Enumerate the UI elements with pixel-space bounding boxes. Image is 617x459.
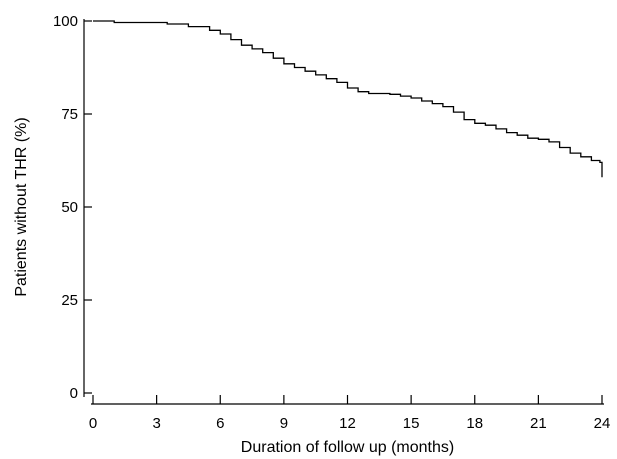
chart-marks [93, 20, 603, 178]
x-axis-title: Duration of follow up (months) [241, 439, 454, 456]
y-tick-label: 75 [61, 106, 78, 123]
x-tick-label: 21 [530, 415, 547, 432]
x-tick-label: 9 [280, 415, 288, 432]
x-tick-label: 12 [339, 415, 356, 432]
x-tick-label: 6 [216, 415, 224, 432]
axes: 0 25 50 75 100 0 3 6 9 12 15 18 21 24 [53, 13, 610, 432]
x-tick-label: 3 [152, 415, 160, 432]
x-tick-label: 18 [466, 415, 483, 432]
y-tick-label: 100 [53, 13, 78, 30]
y-axis-title: Patients without THR (%) [13, 117, 30, 296]
y-tick-label: 25 [61, 292, 78, 309]
survival-curve [93, 20, 603, 178]
x-tick-label: 15 [403, 415, 420, 432]
x-tick-label: 0 [89, 415, 97, 432]
y-tick-label: 50 [61, 199, 78, 216]
y-tick-label: 0 [70, 385, 78, 402]
x-tick-label: 24 [594, 415, 611, 432]
